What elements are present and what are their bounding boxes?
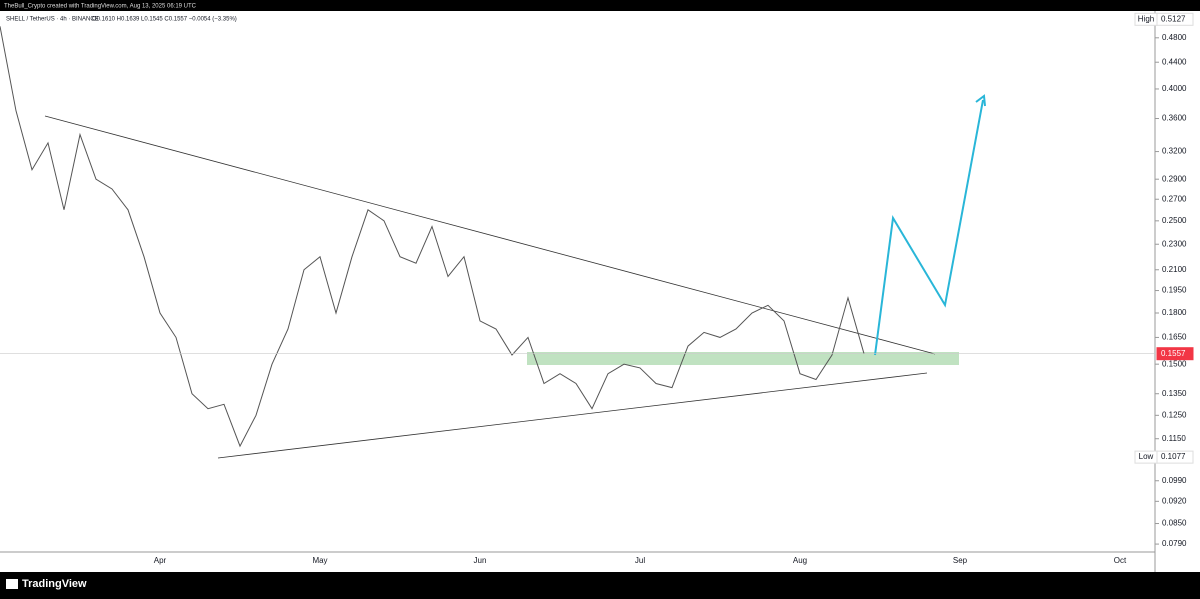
x-tick-label: May [312,556,327,565]
y-tick-label: 0.4800 [1162,33,1187,42]
projection [874,99,984,356]
price-badge-label: 0.1557 [1161,349,1186,358]
x-tick-label: Aug [793,556,807,565]
price-line [0,26,865,448]
price-badge-label: 0.1077 [1161,452,1186,461]
x-tick-label: Sep [953,556,968,565]
symbol: SHELL / TetherUS · 4h · BINANCE [6,17,99,23]
price-badge [1156,347,1194,361]
upper-trendline [44,115,936,355]
y-tick-label: 0.3600 [1162,114,1187,123]
y-tick-label: 0.2100 [1162,265,1187,274]
x-tick-label: Jul [635,556,645,565]
x-tick-label: Jun [474,556,487,565]
bottom-bar [0,572,1200,599]
badge-tag-label: High [1138,14,1154,23]
brand: TradingView [22,578,87,590]
badge-tag-label: Low [1139,452,1154,461]
projection-arrowhead [975,94,986,107]
y-tick-label: 0.2900 [1162,174,1187,183]
y-tick-label: 0.1650 [1162,333,1187,342]
ohlc: O0.1610 H0.1639 L0.1545 C0.1557 −0.0054 … [92,17,237,23]
support-zone [527,352,959,365]
y-tick-label: 0.0850 [1162,519,1187,528]
y-tick-label: 0.2500 [1162,216,1187,225]
lower-trendline [217,372,928,459]
price-badge-label: 0.5127 [1161,14,1186,23]
y-tick-label: 0.1150 [1162,434,1186,443]
y-tick-label: 0.4000 [1162,84,1187,93]
plot: 0.4800 0.4400 0.4000 0.3600 0.3200 0.2900 0.27… [0,12,1194,565]
x-tick-label: Oct [1114,556,1127,565]
y-tick-label: 0.0920 [1162,496,1187,505]
y-tick-label: 0.1250 [1162,410,1187,419]
y-tick-label: 0.1350 [1162,389,1187,398]
y-tick-label: 0.2700 [1162,194,1187,203]
y-tick-label: 0.1500 [1162,359,1187,368]
caption: TheBull_Crypto created with TradingView.… [4,4,197,10]
badge-tag [1134,12,1158,26]
y-tick-label: 0.0790 [1162,539,1187,548]
y-tick-label: 0.2300 [1162,239,1187,248]
x-tick-label: Apr [154,556,167,565]
y-tick-label: 0.0990 [1162,476,1187,485]
brand-logo [6,579,18,589]
y-tick-label: 0.3200 [1162,147,1187,156]
top-bar [0,0,1200,11]
y-tick-label: 0.1950 [1162,286,1187,295]
y-tick-label: 0.1800 [1162,308,1187,317]
y-tick-label: 0.4400 [1162,57,1187,66]
badge-tag [1134,450,1158,464]
